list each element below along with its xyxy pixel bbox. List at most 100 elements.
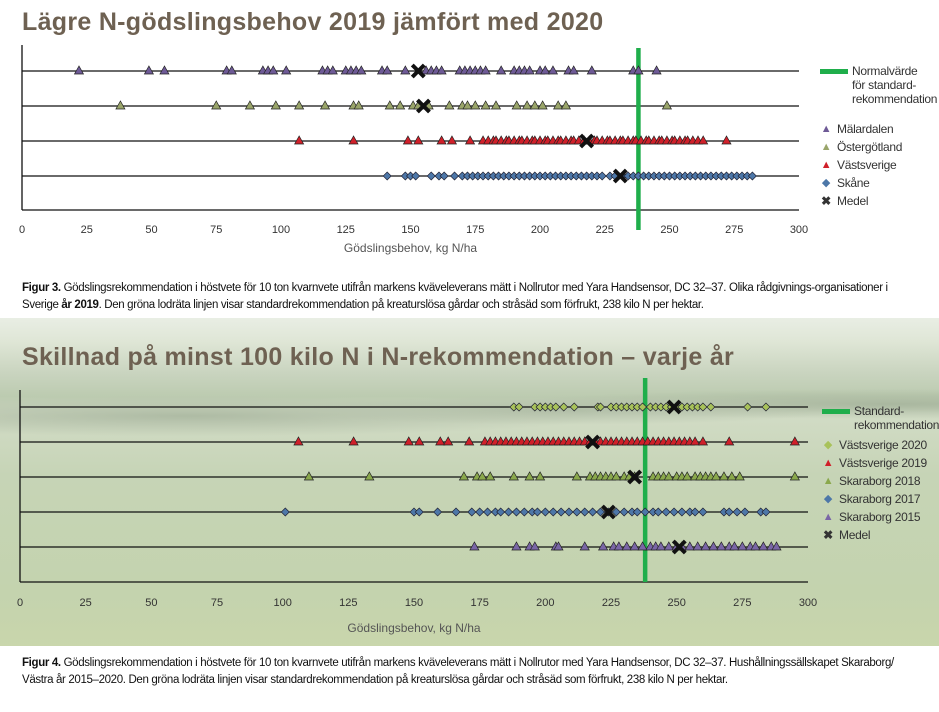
data-point (740, 507, 750, 517)
x-axis-label: Gödslingsbehov, kg N/ha (344, 241, 478, 255)
data-point (708, 541, 719, 551)
legend-line2: rekommendation (854, 418, 939, 432)
mean-marker (671, 539, 687, 555)
data-point (504, 507, 514, 517)
data-point (761, 402, 771, 412)
data-point (569, 402, 579, 412)
data-point (724, 436, 735, 446)
mean-marker (600, 504, 616, 520)
cross-icon: ✖ (823, 528, 833, 542)
data-point (698, 402, 708, 412)
data-point (663, 541, 674, 551)
triangle-icon: ▲ (820, 159, 832, 171)
data-point (532, 507, 542, 517)
legend-item: ▲ Skaraborg 2015 (822, 510, 939, 528)
data-point (690, 507, 700, 517)
x-tick-label: 0 (19, 224, 25, 236)
data-point (684, 541, 695, 551)
data-point (568, 65, 579, 75)
data-point (496, 507, 506, 517)
data-point (303, 471, 315, 481)
legend-line3: rekommendation (852, 92, 938, 106)
data-point (384, 100, 395, 110)
data-point (560, 100, 571, 110)
legend-label: Västsverige 2020 (839, 438, 927, 452)
data-point (519, 507, 529, 517)
data-point (632, 507, 642, 517)
tree-line-background (0, 380, 939, 440)
data-point (716, 541, 727, 551)
x-tick-label: 75 (211, 597, 223, 609)
data-point (743, 402, 753, 412)
legend-item: ▲ Västsverige 2019 (822, 456, 939, 474)
data-point (356, 65, 367, 75)
data-point (508, 471, 519, 481)
data-point (595, 402, 605, 412)
data-point (621, 541, 632, 551)
green-line-icon (820, 69, 848, 74)
data-point (638, 402, 648, 412)
x-axis-label: Gödslingsbehov, kg N/ha (347, 621, 481, 635)
data-point (270, 100, 281, 110)
data-point (451, 507, 461, 517)
x-tick-label: 50 (145, 597, 157, 609)
x-tick-label: 225 (602, 597, 620, 609)
legend-label: Skaraborg 2015 (839, 510, 921, 524)
data-point (402, 135, 414, 145)
data-point (490, 100, 502, 110)
data-point (293, 436, 304, 446)
data-point (480, 65, 491, 75)
x-tick-label: 250 (667, 597, 685, 609)
data-point (572, 507, 582, 517)
data-point (426, 171, 436, 181)
data-point (640, 507, 650, 517)
caption-label: Figur 4. (22, 657, 61, 669)
data-point (294, 100, 305, 110)
data-point (470, 100, 481, 110)
data-point (698, 507, 708, 517)
data-point (143, 65, 155, 75)
data-point (698, 135, 709, 145)
data-point (540, 507, 550, 517)
legend-label: Skaraborg 2017 (839, 492, 921, 506)
data-point (789, 471, 800, 481)
data-point (382, 65, 393, 75)
mean-marker (416, 98, 431, 114)
data-point (597, 171, 607, 181)
x-tick-label: 100 (272, 224, 290, 236)
legend-line2: för standard- (852, 78, 917, 92)
data-point (629, 541, 640, 551)
legend-label: Skaraborg 2018 (839, 474, 921, 488)
data-point (458, 471, 470, 481)
data-point (750, 541, 761, 551)
data-point (450, 171, 460, 181)
data-point (633, 65, 644, 75)
chart1-legend: Normalvärde för standard-rekommendation ▲… (820, 64, 937, 212)
caption-band (0, 646, 939, 712)
legend-item: ◆ Skaraborg 2017 (822, 492, 939, 510)
x-tick-label: 0 (17, 597, 23, 609)
caption-bold: år 2019 (61, 299, 99, 311)
triangle-icon: ▲ (822, 511, 834, 523)
data-point (710, 471, 722, 481)
data-point (651, 65, 662, 75)
data-point (547, 65, 559, 75)
legend-item: ▲ Mälardalen (820, 122, 937, 140)
data-point (464, 436, 475, 446)
caption-label: Figur 3. (22, 282, 61, 294)
mean-marker (579, 133, 595, 149)
data-point (524, 471, 535, 481)
data-point (511, 507, 521, 517)
legend-item: ◆ Skåne (820, 176, 937, 194)
data-point (281, 65, 292, 75)
x-tick-label: 175 (466, 224, 484, 236)
data-point (439, 171, 449, 181)
data-point (319, 100, 331, 110)
data-point (226, 65, 237, 75)
data-point (469, 541, 480, 551)
mean-marker (627, 469, 643, 485)
data-point (348, 436, 359, 446)
data-point (411, 171, 421, 181)
data-point (700, 541, 711, 551)
data-point (529, 100, 540, 110)
